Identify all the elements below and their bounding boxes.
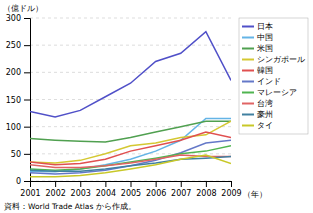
legend-label: 中国 <box>257 33 273 42</box>
tick: 250 <box>6 41 30 50</box>
tick-label: 2005 <box>121 189 141 198</box>
tick-label: 2007 <box>171 189 191 198</box>
tick-label: 300 <box>6 14 21 23</box>
legend-swatch <box>242 70 254 72</box>
tick-mark <box>55 181 56 187</box>
tick-mark <box>24 18 30 19</box>
tick: 200 <box>6 68 30 77</box>
tick-mark <box>181 181 182 187</box>
tick-label: 250 <box>6 41 21 50</box>
tick-label: 0 <box>16 177 21 186</box>
legend-swatch <box>242 81 254 83</box>
tick: 0 <box>16 177 30 186</box>
series-line <box>30 121 231 142</box>
legend-swatch <box>242 92 254 94</box>
tick: 100 <box>6 123 30 132</box>
tick-mark <box>24 45 30 46</box>
tick: 2009 <box>221 181 241 198</box>
legend-frame <box>239 18 308 134</box>
tick-mark <box>24 100 30 101</box>
grid-line <box>30 153 231 154</box>
tick: 150 <box>6 96 30 105</box>
y-axis-label: （億ドル） <box>3 4 43 13</box>
grid-line <box>30 45 231 46</box>
legend-label: シンガポール <box>257 55 305 64</box>
grid-line <box>30 18 231 19</box>
legend-label: 韓国 <box>257 66 273 75</box>
series-line <box>30 132 231 165</box>
legend-swatch <box>242 103 254 105</box>
tick-mark <box>24 181 30 182</box>
axis-line <box>24 19 31 182</box>
tick-label: 2003 <box>71 189 91 198</box>
tick: 2007 <box>171 181 191 198</box>
tick-mark <box>24 154 30 155</box>
tick-label: 50 <box>11 150 21 159</box>
tick-mark <box>206 181 207 187</box>
tick: 2001 <box>20 181 40 198</box>
tick: 2004 <box>96 181 116 198</box>
plot: 2001 2002 2003 2004 2005 2006 2007 2008 2009 0 50 1… <box>3 4 267 199</box>
tick-mark <box>231 181 232 187</box>
tick: 2005 <box>121 181 141 198</box>
tick: 2002 <box>45 181 65 198</box>
grid-line <box>30 126 231 127</box>
grid-line <box>30 99 231 100</box>
series-group <box>30 32 231 177</box>
tick-label: 2008 <box>196 189 216 198</box>
tick: 2006 <box>146 181 166 198</box>
axis-line <box>31 182 232 188</box>
tick-label: 100 <box>6 123 21 132</box>
x-axis-label: （年） <box>243 190 267 199</box>
tick: 300 <box>6 14 30 23</box>
grid <box>30 18 231 181</box>
tick-mark <box>80 181 81 187</box>
legend-swatch <box>242 125 254 127</box>
tick: 2008 <box>196 181 216 198</box>
series-line <box>30 32 231 117</box>
legend-label: インド <box>257 77 281 86</box>
legend-swatch <box>242 59 254 61</box>
grid-line <box>30 72 231 73</box>
tick-label: 200 <box>6 68 21 77</box>
tick-mark <box>24 72 30 73</box>
legend-swatch <box>242 48 254 50</box>
tick: 2003 <box>71 181 91 198</box>
series-line <box>30 155 231 177</box>
tick-label: 2004 <box>96 189 116 198</box>
legend-label: タイ <box>257 121 273 130</box>
tick-mark <box>24 127 30 128</box>
tick-label: 2006 <box>146 189 166 198</box>
legend-swatch <box>242 37 254 39</box>
legend-label: マレーシア <box>257 88 297 97</box>
tick-label: 2001 <box>20 189 40 198</box>
legend-label: 米国 <box>257 44 273 53</box>
tick: 50 <box>11 150 30 159</box>
legend: 日本中国米国シンガポール韓国インドマレーシア台湾豪州タイ <box>239 18 308 134</box>
tick-label: 150 <box>6 96 21 105</box>
tick-label: 2002 <box>45 189 65 198</box>
legend-label: 日本 <box>257 22 273 31</box>
legend-swatch <box>242 26 254 28</box>
source-note: 資料：World Trade Atlas から作成。 <box>4 202 136 211</box>
y-axis: 0 50 100 150 200 250 300 <box>6 14 31 186</box>
chart: 2001 2002 2003 2004 2005 2006 2007 2008 2009 0 50 1… <box>0 0 313 213</box>
tick-mark <box>156 181 157 187</box>
legend-swatch <box>242 114 254 116</box>
tick-mark <box>105 181 106 187</box>
legend-label: 台湾 <box>257 99 273 108</box>
tick-mark <box>131 181 132 187</box>
legend-label: 豪州 <box>257 110 273 119</box>
x-axis: 2001 2002 2003 2004 2005 2006 2007 2008 2009 <box>20 181 241 198</box>
tick-label: 2009 <box>221 189 241 198</box>
